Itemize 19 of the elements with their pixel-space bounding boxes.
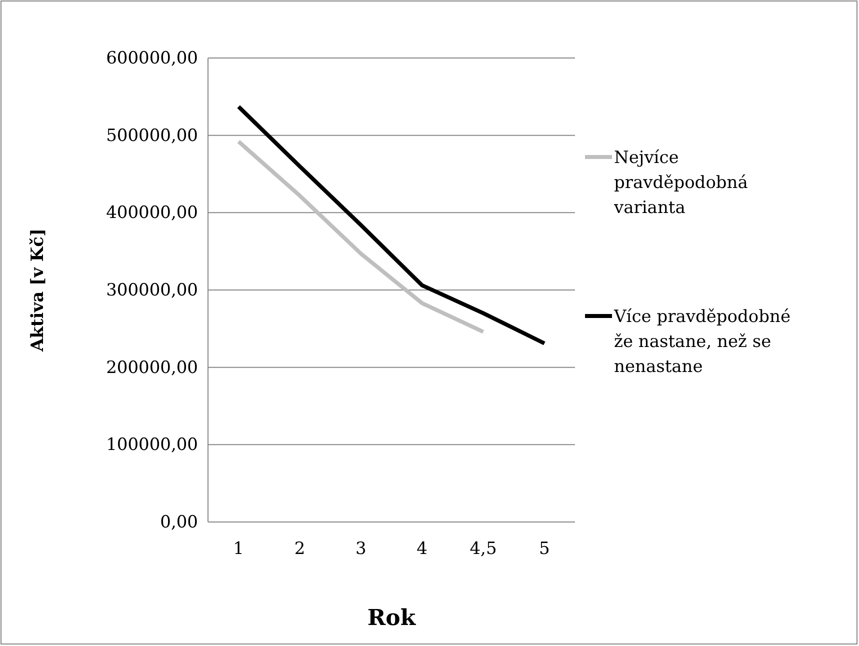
y-tick-label: 0,00 [160, 512, 198, 532]
legend-label: Nejvíce pravděpodobná varianta [613, 148, 748, 218]
y-tick-label: 100000,00 [106, 435, 198, 456]
x-axis-title: Rok [367, 605, 416, 631]
y-axis-title: Aktiva [v Kč] [28, 228, 48, 353]
x-tick-label: 1 [233, 539, 244, 560]
legend-label: Více pravděpodobné že nastane, než se nenastane [613, 307, 791, 377]
y-tick-label: 200000,00 [106, 358, 198, 378]
x-tick-label: 4 [416, 539, 428, 560]
y-tick-label: 500000,00 [106, 126, 198, 146]
line-series [236, 104, 546, 346]
y-tick-label: 400000,00 [106, 203, 198, 224]
y-tick-label: 300000,00 [106, 280, 198, 300]
line-series [236, 140, 486, 334]
x-tick-label: 2 [294, 539, 306, 560]
x-tick-label: 4,5 [470, 539, 497, 560]
y-tick-label: 600000,00 [106, 48, 198, 68]
x-tick-label: 5 [539, 539, 550, 560]
x-tick-label: 3 [356, 539, 366, 560]
